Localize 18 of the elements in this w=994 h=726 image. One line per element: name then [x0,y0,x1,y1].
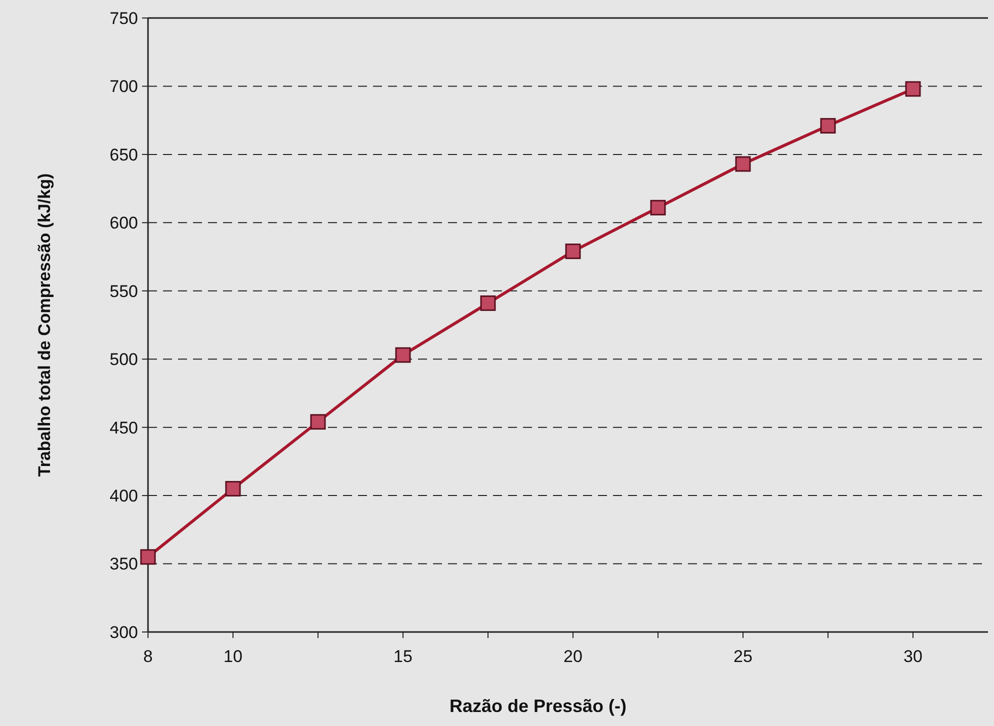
y-tick-label: 350 [110,554,138,574]
y-tick-label: 400 [110,486,138,506]
y-tick-label: 700 [110,77,138,96]
x-tick-label: 25 [734,647,752,666]
y-tick-label: 450 [110,418,138,438]
y-tick-label: 650 [110,145,138,164]
x-tick-label: 15 [394,647,412,666]
x-tick-label: 30 [904,647,922,666]
x-tick-label: 8 [143,647,153,666]
y-axis-title: Trabalho total de Compressão (kJ/kg) [35,173,54,477]
y-tick-label: 300 [110,622,138,642]
x-tick-label: 20 [564,647,582,666]
x-tick-label: 10 [224,647,242,666]
y-tick-label: 550 [110,282,138,301]
y-tick-label: 750 [110,8,138,28]
y-tick-label: 600 [110,214,138,233]
y-tick-label: 500 [110,350,138,370]
x-axis-title: Razão de Pressão (-) [449,696,627,716]
